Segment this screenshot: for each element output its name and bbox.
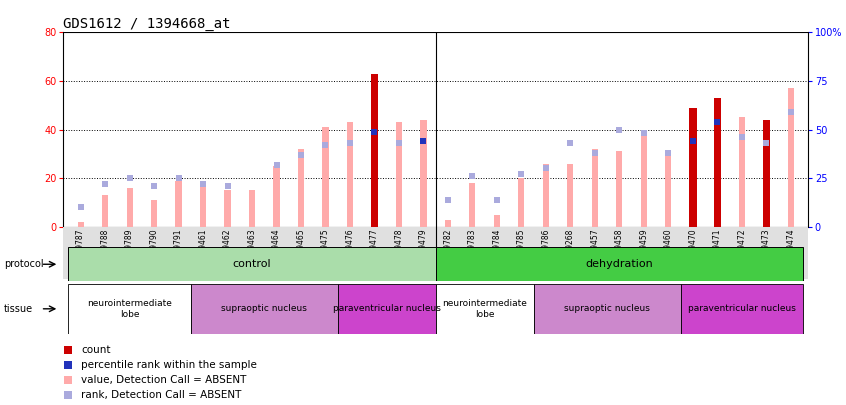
Text: GSM69782: GSM69782 [443, 228, 453, 270]
Text: GSM69789: GSM69789 [125, 228, 134, 270]
Bar [78, 222, 84, 227]
Text: GSM69475: GSM69475 [321, 228, 330, 270]
Text: GSM69474: GSM69474 [786, 228, 795, 270]
Text: neurointermediate
lobe: neurointermediate lobe [87, 299, 172, 318]
Text: GSM69476: GSM69476 [345, 228, 354, 270]
Text: GSM69459: GSM69459 [640, 228, 648, 270]
Text: GSM69478: GSM69478 [394, 228, 404, 270]
Text: GSM69791: GSM69791 [174, 228, 183, 270]
Text: GSM69461: GSM69461 [199, 228, 207, 270]
Bar [543, 164, 549, 227]
Text: dehydration: dehydration [585, 259, 653, 269]
Text: GSM69471: GSM69471 [713, 228, 722, 270]
Text: protocol: protocol [4, 259, 44, 269]
Bar [470, 183, 475, 227]
Text: GSM69788: GSM69788 [101, 228, 110, 270]
Text: count: count [81, 345, 111, 355]
Bar [175, 181, 182, 227]
Text: GDS1612 / 1394668_at: GDS1612 / 1394668_at [63, 17, 231, 31]
Bar [249, 190, 255, 227]
Text: neurointermediate
lobe: neurointermediate lobe [442, 299, 527, 318]
Bar [714, 98, 721, 227]
Text: GSM69464: GSM69464 [272, 228, 281, 270]
Bar [200, 181, 206, 227]
Text: GSM69457: GSM69457 [591, 228, 599, 270]
Bar [127, 188, 133, 227]
Bar [665, 154, 672, 227]
Bar [739, 117, 744, 227]
Text: GSM69473: GSM69473 [761, 228, 771, 270]
Text: supraoptic nucleus: supraoptic nucleus [564, 304, 650, 313]
Text: GSM69463: GSM69463 [248, 228, 256, 270]
Bar [151, 200, 157, 227]
Text: supraoptic nucleus: supraoptic nucleus [222, 304, 307, 313]
Bar [534, 284, 680, 334]
Bar [763, 120, 769, 227]
Bar [371, 74, 378, 227]
Bar [689, 108, 696, 227]
Bar [436, 284, 534, 334]
Text: GSM69458: GSM69458 [615, 228, 624, 270]
Bar [338, 284, 436, 334]
Text: paraventricular nucleus: paraventricular nucleus [688, 304, 796, 313]
Bar [298, 149, 304, 227]
Text: GSM69783: GSM69783 [468, 228, 477, 270]
Text: GSM69472: GSM69472 [738, 228, 746, 270]
Text: GSM69460: GSM69460 [664, 228, 673, 270]
Bar [519, 178, 525, 227]
Bar [592, 149, 598, 227]
Bar [102, 195, 108, 227]
Bar [69, 247, 436, 281]
Bar [640, 134, 647, 227]
Text: GSM69268: GSM69268 [566, 228, 575, 270]
Text: paraventricular nucleus: paraventricular nucleus [332, 304, 441, 313]
Text: GSM69465: GSM69465 [296, 228, 305, 270]
Text: value, Detection Call = ABSENT: value, Detection Call = ABSENT [81, 375, 247, 385]
Bar [714, 98, 721, 227]
Text: GSM69462: GSM69462 [223, 228, 232, 270]
Text: GSM69790: GSM69790 [150, 228, 158, 270]
Text: GSM69470: GSM69470 [689, 228, 697, 270]
Bar [680, 284, 803, 334]
Bar [69, 284, 191, 334]
Bar [762, 120, 770, 227]
Text: GSM69787: GSM69787 [76, 228, 85, 270]
Bar [616, 151, 623, 227]
Bar [788, 88, 794, 227]
Bar [224, 190, 231, 227]
Text: tissue: tissue [4, 304, 33, 314]
Text: rank, Detection Call = ABSENT: rank, Detection Call = ABSENT [81, 390, 242, 400]
Bar [273, 166, 279, 227]
Text: GSM69477: GSM69477 [370, 228, 379, 270]
Text: control: control [233, 259, 272, 269]
Bar [371, 74, 377, 227]
Bar [445, 220, 451, 227]
Bar [347, 122, 353, 227]
Text: GSM69786: GSM69786 [541, 228, 551, 270]
Bar [568, 164, 574, 227]
Text: GSM69784: GSM69784 [492, 228, 502, 270]
Text: GSM69479: GSM69479 [419, 228, 428, 270]
Bar [689, 108, 696, 227]
Text: percentile rank within the sample: percentile rank within the sample [81, 360, 257, 370]
Bar [322, 127, 328, 227]
Bar [436, 247, 803, 281]
Bar [420, 120, 426, 227]
Bar [191, 284, 338, 334]
Bar [494, 215, 500, 227]
Text: GSM69785: GSM69785 [517, 228, 526, 270]
Bar [396, 122, 402, 227]
